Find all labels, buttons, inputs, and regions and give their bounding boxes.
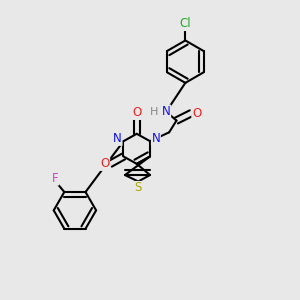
Text: O: O [132,106,141,119]
Text: N: N [152,132,160,145]
Text: H: H [150,107,158,117]
Text: Cl: Cl [179,17,191,31]
Text: N: N [113,132,122,145]
Text: F: F [52,172,59,185]
Text: O: O [100,157,110,170]
Text: N: N [162,105,171,118]
Text: S: S [134,182,142,194]
Text: O: O [192,107,201,120]
